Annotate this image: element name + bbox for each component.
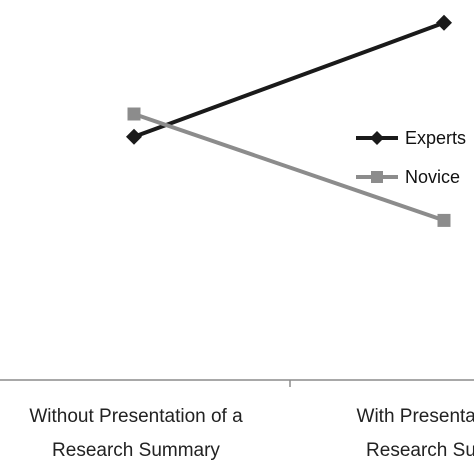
series-line-novice xyxy=(133,112,445,223)
series-layer xyxy=(126,14,452,227)
data-point-novice-1 xyxy=(127,107,141,121)
legend-label-novice: Novice xyxy=(405,167,460,187)
plot-area xyxy=(0,379,474,387)
data-point-experts-1 xyxy=(126,128,142,145)
legend-marker-novice xyxy=(371,171,383,183)
data-point-experts-2 xyxy=(436,14,452,31)
legend: Experts Novice xyxy=(356,128,466,187)
series-line-experts xyxy=(133,20,445,139)
category-label-1: Without Presentation of a Research Summar… xyxy=(29,406,243,461)
legend-label-experts: Experts xyxy=(405,128,466,148)
legend-marker-experts xyxy=(370,131,384,145)
data-point-novice-2 xyxy=(437,213,451,227)
category-labels: Without Presentation of a Research Summar… xyxy=(29,406,474,461)
